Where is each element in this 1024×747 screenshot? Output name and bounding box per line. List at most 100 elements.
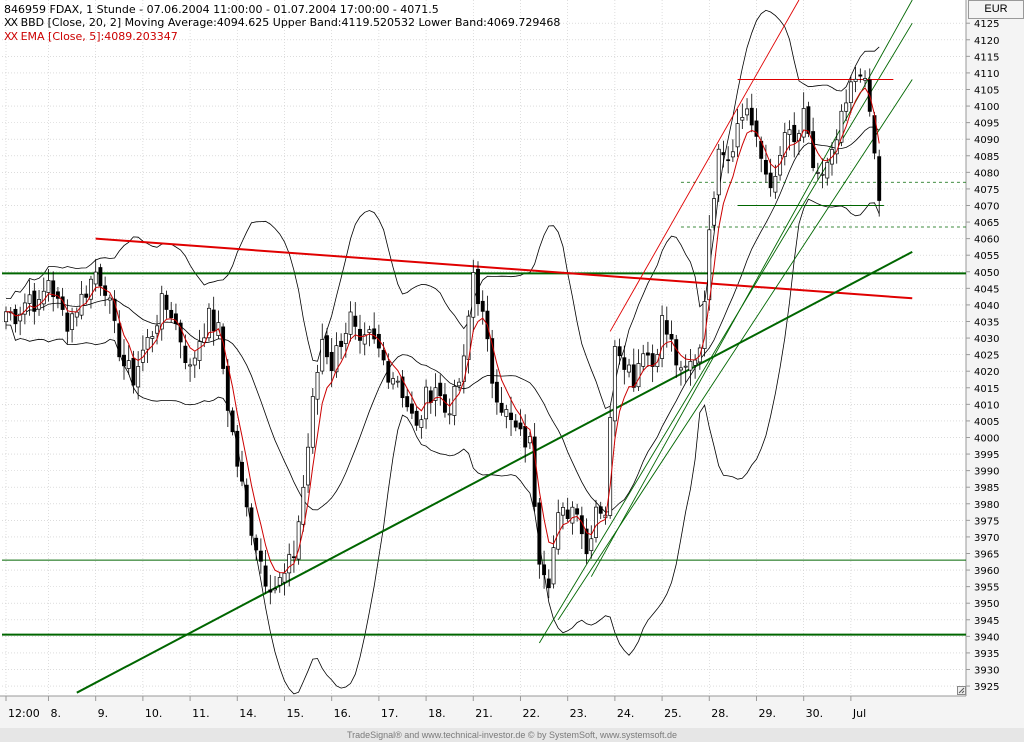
candle-body xyxy=(320,339,325,372)
candle-body xyxy=(622,357,627,370)
y-tick-label: 4090 xyxy=(974,135,999,146)
candle-body xyxy=(608,417,613,516)
candle-body xyxy=(476,268,480,305)
candle-body xyxy=(877,156,882,201)
candle-body xyxy=(513,420,518,428)
candle-body xyxy=(348,311,353,335)
candle-body xyxy=(858,74,863,77)
candle-body xyxy=(400,376,405,399)
candle-body xyxy=(27,294,32,304)
candle-body xyxy=(358,328,362,341)
candle-body xyxy=(745,108,749,116)
candle-body xyxy=(249,507,254,536)
x-tick-label: Jul xyxy=(852,707,866,720)
channel-line xyxy=(557,79,913,621)
candle-body xyxy=(240,461,244,482)
candle-body xyxy=(211,309,216,332)
candle-body xyxy=(117,323,122,358)
candle-body xyxy=(4,311,8,323)
candle-body xyxy=(782,132,787,157)
candle-body xyxy=(107,297,112,301)
candle-body xyxy=(716,148,721,196)
candle-body xyxy=(414,410,419,426)
candle-body xyxy=(258,550,263,562)
candle-body xyxy=(589,538,594,551)
candle-body xyxy=(561,507,565,516)
y-tick-label: 4105 xyxy=(974,85,999,96)
candle-body xyxy=(173,313,178,325)
x-tick-label: 11. xyxy=(192,707,210,720)
candle-body xyxy=(18,313,23,322)
candle-body xyxy=(188,364,193,367)
candle-body xyxy=(13,308,18,325)
x-tick-label: 28. xyxy=(711,707,729,720)
y-tick-label: 3970 xyxy=(974,533,999,544)
candle-body xyxy=(471,272,476,318)
x-tick-label: 22. xyxy=(522,707,540,720)
candle-body xyxy=(839,110,844,143)
x-tick-label: 10. xyxy=(145,707,163,720)
currency-button[interactable]: EUR xyxy=(968,0,1024,19)
x-tick-label: 14. xyxy=(239,707,257,720)
y-tick-label: 3995 xyxy=(974,450,999,461)
candle-body xyxy=(735,123,740,148)
candle-body xyxy=(447,413,452,416)
y-tick-label: 4080 xyxy=(974,168,999,179)
y-tick-label: 3940 xyxy=(974,632,999,643)
x-tick-label: 16. xyxy=(334,707,352,720)
candle-body xyxy=(131,357,136,386)
candle-body xyxy=(688,360,693,371)
bollinger-legend-text: BBD [Close, 20, 2] Moving Average:4094.6… xyxy=(20,16,561,29)
candle-body xyxy=(707,229,712,301)
candle-body xyxy=(546,578,551,589)
resize-corner-icon[interactable] xyxy=(957,686,966,695)
candle-body xyxy=(235,430,240,467)
bollinger-legend: XX BBD [Close, 20, 2] Moving Average:409… xyxy=(4,16,560,29)
candle-body xyxy=(863,78,867,81)
candle-body xyxy=(811,131,816,169)
candle-body xyxy=(254,537,259,551)
channel-line xyxy=(609,0,800,332)
y-tick-label: 4000 xyxy=(974,433,999,444)
y-tick-label: 4015 xyxy=(974,384,999,395)
candle-body xyxy=(740,117,745,121)
candle-body xyxy=(343,333,348,344)
candle-body xyxy=(74,311,79,318)
candle-body xyxy=(754,120,759,137)
indicator-marker: XX xyxy=(4,16,18,29)
candle-body xyxy=(122,354,126,367)
candle-body xyxy=(310,396,315,448)
candle-body xyxy=(367,329,372,333)
candle-body xyxy=(334,345,339,373)
candle-body xyxy=(381,349,386,361)
candle-body xyxy=(542,564,547,576)
ema-line xyxy=(6,87,880,574)
channel-line xyxy=(538,22,913,644)
lower-band-line xyxy=(5,198,880,695)
candle-body xyxy=(669,333,674,340)
candle-body xyxy=(391,378,395,385)
chart-title-line: 846959 FDAX, 1 Stunde - 07.06.2004 11:00… xyxy=(4,3,439,16)
candle-body xyxy=(362,334,367,345)
indicator-marker: XX xyxy=(4,30,18,43)
candle-body xyxy=(273,588,277,591)
y-tick-label: 4100 xyxy=(974,102,999,113)
candle-body xyxy=(428,390,433,403)
y-tick-label: 4095 xyxy=(974,119,999,130)
candle-body xyxy=(353,315,358,327)
candle-body xyxy=(480,300,485,312)
resistance-trendline xyxy=(95,237,913,300)
candle-body xyxy=(693,359,698,366)
candle-body xyxy=(641,353,646,367)
ema-legend-text: EMA [Close, 5]:4089.203347 xyxy=(20,30,178,43)
y-tick-label: 3925 xyxy=(974,682,999,693)
candle-body xyxy=(136,366,141,388)
y-tick-label: 4065 xyxy=(974,218,999,229)
candle-body xyxy=(433,387,438,401)
candle-body xyxy=(787,129,792,135)
candle-body xyxy=(848,81,853,103)
x-tick-label: 30. xyxy=(806,707,824,720)
candle-body xyxy=(268,589,273,593)
